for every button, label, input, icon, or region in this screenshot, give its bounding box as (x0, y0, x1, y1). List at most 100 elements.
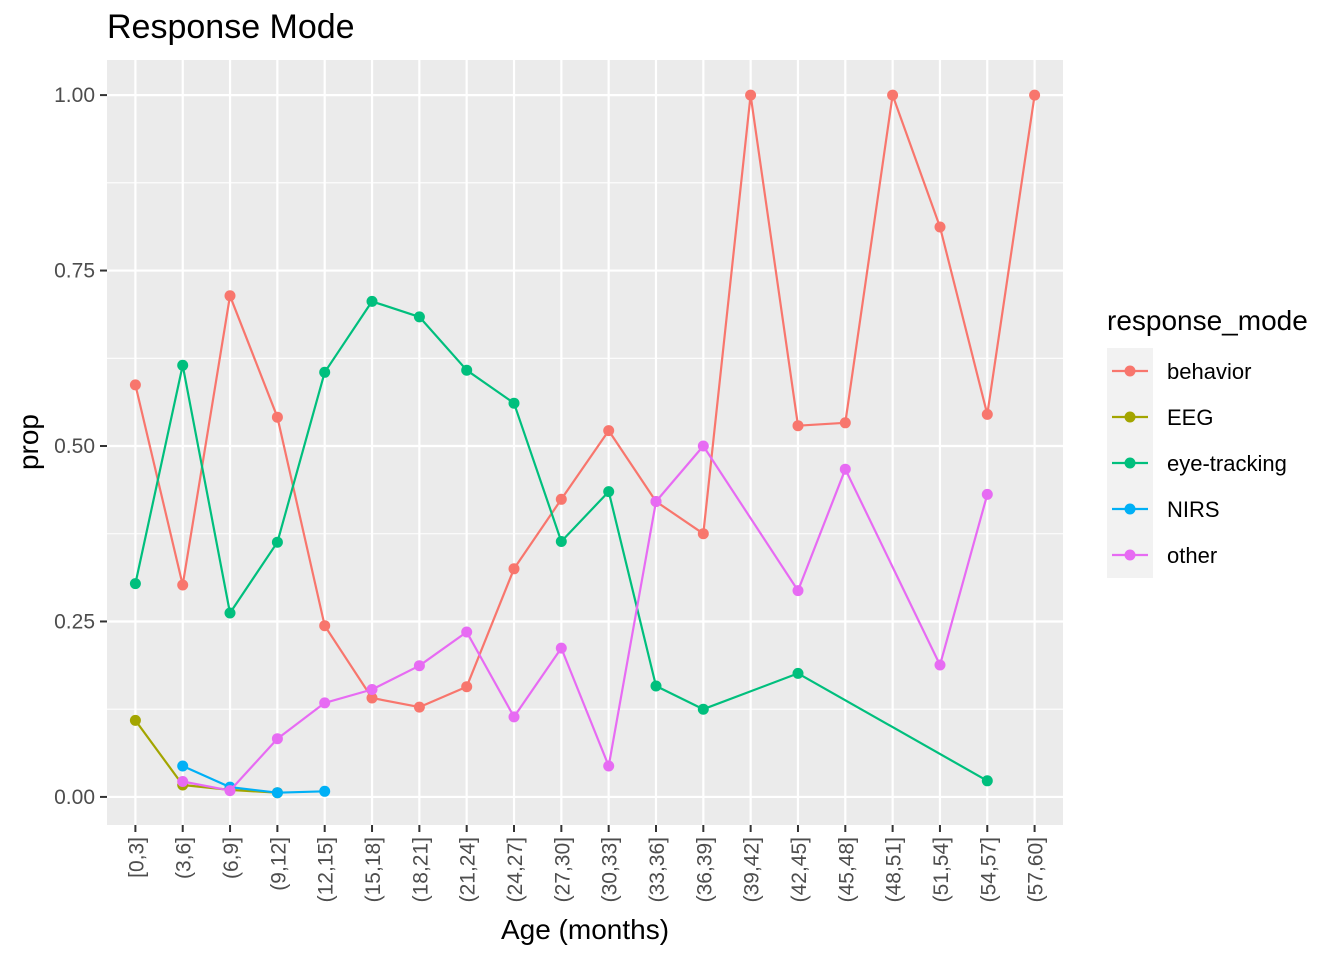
data-point-behavior (555, 493, 567, 505)
x-axis-title: Age (months) (501, 914, 669, 945)
x-tick-label: (9,12] (267, 837, 290, 891)
x-tick-label: (30,33] (599, 837, 622, 902)
data-point-behavior (697, 528, 709, 540)
data-point-behavior (224, 290, 236, 302)
data-point-eye-tracking (461, 364, 473, 376)
y-tick-label: 0.75 (54, 260, 95, 283)
series-line-eeg (134, 719, 278, 794)
data-point-behavior (271, 411, 283, 423)
data-point-behavior (319, 620, 331, 632)
data-point-other (508, 711, 520, 723)
data-point-behavior (603, 425, 615, 437)
data-point-other (650, 496, 662, 507)
data-point-eye-tracking (271, 536, 283, 548)
chart-title: Response Mode (107, 8, 355, 46)
data-point-eye-tracking (508, 397, 520, 409)
x-tick-label: (39,42] (741, 837, 764, 902)
x-tick-label: (6,9] (220, 837, 243, 879)
data-point-behavior (745, 89, 757, 101)
data-point-behavior (129, 379, 141, 391)
legend-key-point (1124, 411, 1136, 423)
data-point-behavior (887, 89, 899, 101)
x-tick-label: (42,45] (788, 837, 811, 902)
data-point-eye-tracking (792, 667, 804, 679)
x-tick-label: (33,36] (646, 837, 669, 902)
x-tick-label: (12,15] (315, 837, 338, 902)
legend-key-point (1124, 457, 1136, 469)
data-point-behavior (413, 701, 425, 713)
data-point-other (555, 642, 567, 654)
x-tick-label: (21,24] (457, 837, 480, 902)
x-tick-label: (24,27] (504, 837, 527, 902)
x-tick-label: (54,57] (977, 837, 1000, 902)
x-axis: [0,3] (3,6] (6,9] (9,12] (12,15] (15,18] (18,2… (125, 825, 1048, 902)
data-point-nirs (177, 760, 189, 772)
legend-label: behavior (1167, 359, 1251, 384)
legend-key-point (1124, 365, 1136, 377)
data-point-eye-tracking (177, 359, 189, 371)
data-point-eye-tracking (555, 536, 567, 547)
data-point-eye-tracking (697, 703, 709, 715)
data-point-behavior (934, 221, 946, 233)
series-behavior (129, 89, 1041, 713)
legend-key-point (1124, 503, 1136, 515)
data-point-other (413, 660, 425, 672)
legend-item-eeg: EEG (1112, 405, 1213, 430)
legend-label: other (1167, 543, 1217, 568)
data-point-eye-tracking (650, 680, 662, 692)
series-nirs (177, 760, 331, 799)
data-point-behavior (839, 417, 851, 429)
data-point-other (461, 626, 473, 638)
series-line-nirs (182, 764, 325, 794)
series-layer (129, 89, 1041, 799)
data-point-other (271, 733, 283, 745)
legend-label: EEG (1167, 405, 1213, 430)
series-line-behavior (134, 93, 1036, 709)
y-tick-label: 1.00 (54, 84, 95, 107)
data-point-other (366, 684, 378, 695)
x-tick-label: (57,60] (1025, 837, 1048, 902)
y-axis-title: prop (13, 414, 44, 470)
y-tick-label: 0.50 (54, 435, 95, 458)
data-point-other (981, 488, 993, 500)
data-point-eye-tracking (603, 486, 615, 498)
y-tick-label: 0.00 (54, 786, 95, 809)
y-axis: 0.00 0.25 0.50 0.75 1.00 (54, 84, 107, 809)
series-line-other (182, 444, 989, 792)
data-point-other (839, 463, 851, 475)
legend-item-eye-tracking: eye-tracking (1112, 451, 1287, 476)
legend-title: response_mode (1107, 305, 1308, 336)
data-point-behavior (981, 408, 993, 420)
data-point-eye-tracking (319, 366, 331, 378)
x-tick-label: (18,21] (409, 837, 432, 902)
x-tick-label: (15,18] (362, 837, 385, 902)
data-point-behavior (461, 681, 473, 693)
data-point-other (319, 697, 331, 709)
data-point-behavior (366, 692, 378, 704)
data-point-other (603, 760, 615, 772)
data-point-behavior (1029, 89, 1041, 101)
x-tick-label: (51,54] (930, 837, 953, 902)
legend-key-point (1124, 549, 1136, 561)
x-tick-label: (48,51] (883, 837, 906, 902)
data-point-nirs (271, 787, 283, 799)
legend: behavior EEG eye-tracking NIRS other (1107, 348, 1287, 578)
data-point-behavior (508, 563, 520, 575)
x-tick-label: [0,3] (125, 837, 148, 878)
data-point-behavior (177, 579, 189, 591)
series-eye-tracking (129, 295, 993, 787)
legend-item-other: other (1112, 543, 1217, 568)
series-other (177, 440, 993, 797)
data-point-eye-tracking (366, 295, 378, 307)
x-tick-label: (27,30] (551, 837, 574, 902)
data-point-behavior (792, 420, 804, 432)
x-tick-label: (3,6] (173, 837, 196, 879)
data-point-other (697, 440, 709, 452)
plot-panel (107, 60, 1063, 825)
data-point-eye-tracking (981, 775, 993, 787)
legend-label: NIRS (1167, 497, 1220, 522)
data-point-eye-tracking (129, 578, 141, 590)
legend-item-nirs: NIRS (1112, 497, 1220, 522)
data-point-eye-tracking (413, 311, 425, 323)
